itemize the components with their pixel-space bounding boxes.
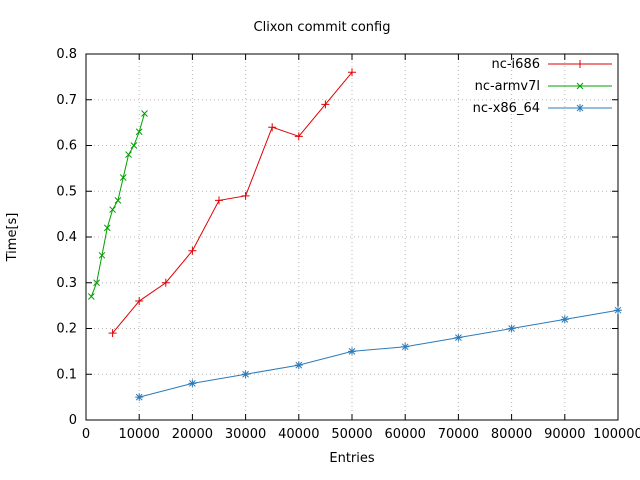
series-marker-nc-x86_64 <box>614 306 622 315</box>
series-marker-nc-armv7l <box>141 110 148 117</box>
legend-marker-nc-i686 <box>576 60 584 68</box>
y-tick-label: 0.3 <box>56 276 77 291</box>
x-tick-label: 10000 <box>119 427 160 442</box>
legend-marker-nc-armv7l <box>576 82 584 90</box>
series-marker-nc-i686 <box>294 132 303 141</box>
x-tick-label: 40000 <box>278 427 319 442</box>
series-marker-nc-armv7l <box>135 128 143 136</box>
y-tick-label: 0.6 <box>56 139 77 154</box>
x-tick-label: 60000 <box>385 427 426 442</box>
series-line-nc-x86_64 <box>139 309 619 398</box>
plot-border <box>85 53 619 421</box>
plot-area: 0 10000 20000 30000 40000 50000 60000 70000 8000… <box>56 47 640 442</box>
legend-label-nc-i686: nc-i686 <box>491 57 540 72</box>
y-tick-label: 0.2 <box>56 322 77 337</box>
series-marker-nc-armv7l <box>98 251 106 259</box>
x-tick-label: 70000 <box>438 427 479 442</box>
series-marker-nc-armv7l <box>119 174 127 181</box>
x-tick-label: 30000 <box>225 427 266 442</box>
series-marker-nc-x86_64 <box>241 370 250 379</box>
series-marker-nc-i686 <box>161 278 170 287</box>
series-marker-nc-armv7l <box>125 151 132 159</box>
y-tick-label: 0.4 <box>56 230 77 245</box>
series-marker-nc-armv7l <box>103 224 111 232</box>
series-marker-nc-x86_64 <box>401 342 410 351</box>
series-marker-nc-x86_64 <box>348 347 356 356</box>
series-line-nc-i686 <box>112 71 353 334</box>
y-tick-label: 0.8 <box>56 47 77 62</box>
legend-label-nc-armv7l: nc-armv7l <box>475 79 540 94</box>
x-tick-label: 80000 <box>491 427 532 442</box>
legend: nc-i686 nc-armv7l nc-x86_64 <box>473 57 540 116</box>
legend-marker-nc-x86_64 <box>576 104 584 112</box>
series-marker-nc-x86_64 <box>188 379 197 388</box>
x-tick-label: 20000 <box>172 427 213 442</box>
series-marker-nc-armv7l <box>87 293 95 300</box>
y-tick-label: 0 <box>69 413 77 428</box>
series-marker-nc-armv7l <box>130 142 138 149</box>
x-tick-label: 0 <box>82 427 90 442</box>
y-tick-label: 0.5 <box>56 184 77 199</box>
series-marker-nc-armv7l <box>93 279 100 287</box>
series-marker-nc-i686 <box>241 191 250 200</box>
series-marker-nc-armv7l <box>109 206 116 213</box>
series-marker-nc-x86_64 <box>454 333 463 342</box>
series-marker-nc-i686 <box>135 297 144 306</box>
x-tick-label: 50000 <box>331 427 372 442</box>
series-marker-nc-i686 <box>188 246 197 255</box>
x-tick-label: 100000 <box>593 427 640 442</box>
series-marker-nc-i686 <box>268 123 277 132</box>
y-tick-label: 0.1 <box>56 367 77 382</box>
series-marker-nc-x86_64 <box>294 361 303 370</box>
series-marker-nc-x86_64 <box>560 315 569 324</box>
series-line-nc-armv7l <box>90 113 146 297</box>
y-axis-label: Time[s] <box>5 213 20 263</box>
y-tick-label: 0.7 <box>56 93 77 108</box>
chart-title: Clixon commit config <box>254 20 391 35</box>
x-tick-label: 90000 <box>544 427 585 442</box>
series-marker-nc-i686 <box>321 100 330 109</box>
series-marker-nc-armv7l <box>114 197 122 204</box>
series-marker-nc-i686 <box>348 68 356 77</box>
legend-label-nc-x86_64: nc-x86_64 <box>473 101 540 116</box>
x-axis-label: Entries <box>329 451 375 466</box>
series-marker-nc-x86_64 <box>135 393 144 402</box>
series-marker-nc-i686 <box>108 329 117 338</box>
series-marker-nc-i686 <box>215 196 223 205</box>
series-marker-nc-x86_64 <box>507 324 516 333</box>
